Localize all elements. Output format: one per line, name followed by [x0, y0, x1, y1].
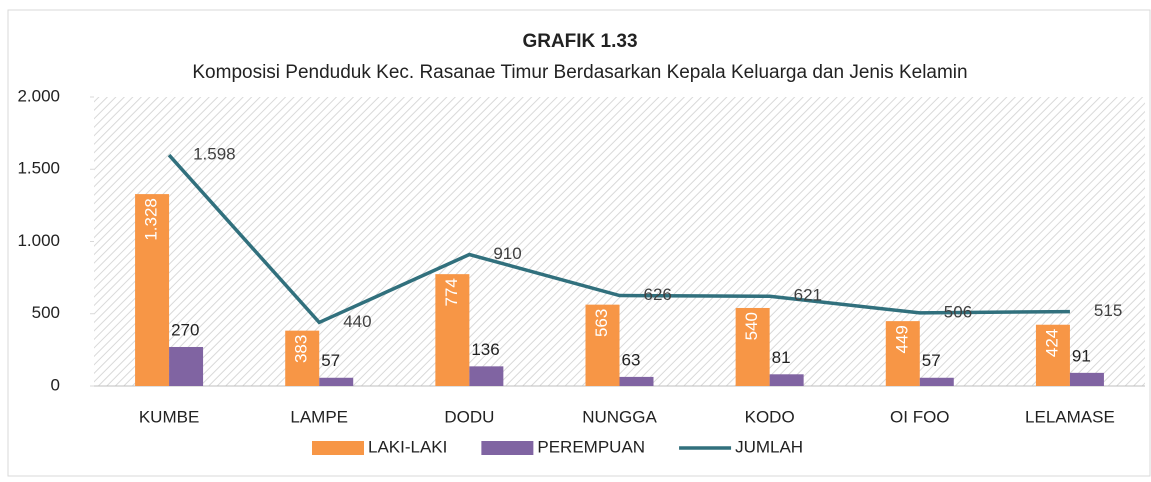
- x-tick-label: LAMPE: [290, 407, 348, 426]
- chart-subtitle: Komposisi Penduduk Kec. Rasanae Timur Be…: [192, 62, 967, 83]
- x-tick-label: NUNGGA: [582, 407, 657, 426]
- data-label: 515: [1094, 301, 1122, 320]
- data-label: 626: [644, 285, 672, 304]
- data-label: 1.328: [142, 198, 161, 241]
- data-label: 63: [622, 350, 641, 369]
- legend-swatch: [312, 441, 364, 455]
- data-label: 57: [321, 351, 340, 370]
- data-label: 621: [794, 286, 822, 305]
- bar: [435, 274, 470, 386]
- bar: [169, 346, 204, 386]
- data-label: 506: [944, 302, 972, 321]
- data-label: 563: [592, 309, 611, 337]
- legend-label: PEREMPUAN: [537, 437, 645, 456]
- bar: [769, 374, 804, 386]
- x-tick-label: LELAMASE: [1025, 407, 1115, 426]
- legend-swatch: [481, 441, 534, 455]
- bar: [885, 321, 920, 386]
- line: [167, 153, 1070, 325]
- x-tick-label: KODO: [745, 407, 795, 426]
- x-tick-label: DODU: [444, 407, 494, 426]
- data-label: 540: [742, 312, 761, 340]
- bar: [1035, 324, 1070, 386]
- y-tick-label: 0: [51, 375, 60, 394]
- data-label: 383: [292, 335, 311, 363]
- x-tick-label: OI FOO: [890, 407, 950, 426]
- chart-title: GRAFIK 1.33: [522, 31, 637, 52]
- bar: [919, 377, 954, 386]
- y-tick-label: 1.500: [17, 159, 60, 178]
- bar: [1069, 372, 1104, 386]
- y-tick-label: 1.000: [17, 231, 60, 250]
- data-label: 91: [1072, 346, 1091, 365]
- x-tick-label: KUMBE: [139, 407, 199, 426]
- data-label: 270: [171, 320, 199, 339]
- data-label: 910: [493, 244, 521, 263]
- bar: [135, 194, 170, 386]
- data-label: 449: [892, 325, 911, 353]
- data-label: 774: [442, 278, 461, 306]
- bar: [619, 376, 654, 386]
- y-tick-label: 500: [32, 303, 60, 322]
- data-label: 81: [772, 348, 791, 367]
- legend-label: LAKI-LAKI: [368, 437, 447, 456]
- bar: [285, 330, 320, 386]
- data-label: 440: [343, 312, 371, 331]
- bar: [735, 307, 770, 386]
- data-label: 57: [922, 351, 941, 370]
- bar: [585, 304, 620, 386]
- data-label: 424: [1042, 329, 1061, 357]
- data-label: 136: [471, 340, 499, 359]
- y-tick-label: 2.000: [17, 86, 60, 105]
- data-label: 1.598: [193, 145, 236, 164]
- bar: [469, 366, 504, 386]
- chart-frame: [7, 9, 1151, 477]
- legend-label: JUMLAH: [735, 437, 803, 456]
- bar: [319, 377, 354, 386]
